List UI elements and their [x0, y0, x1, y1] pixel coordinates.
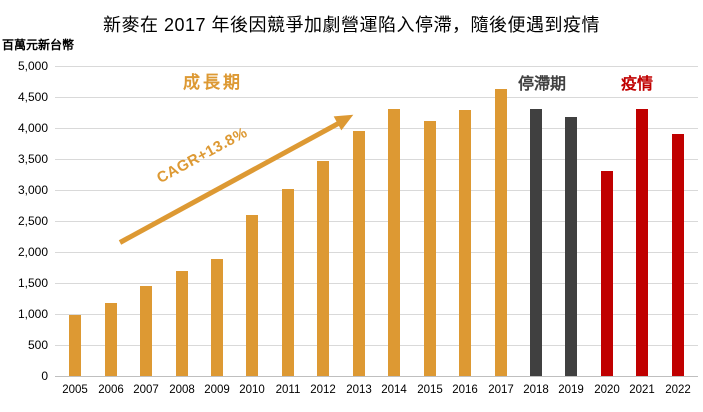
y-axis-label: 4,500 — [17, 90, 48, 104]
y-axis-unit-label: 百萬元新台幣 — [2, 38, 75, 52]
gridline — [55, 221, 698, 222]
x-axis-label: 2017 — [488, 384, 514, 396]
x-axis-label: 2013 — [346, 384, 372, 396]
y-axis-label: 1,500 — [17, 276, 48, 290]
y-axis-label: 2,000 — [17, 245, 48, 259]
bar-2018 — [530, 109, 542, 376]
x-axis-label: 2009 — [204, 384, 230, 396]
gridline — [55, 252, 698, 253]
phase-label-pandemic: 疫情 — [621, 76, 654, 93]
bar-2019 — [565, 117, 577, 376]
bar-2009 — [211, 259, 223, 376]
phase-label-stagnation: 停滯期 — [518, 76, 567, 93]
bar-2020 — [601, 171, 613, 376]
bar-2014 — [388, 109, 400, 376]
phase-label-growth: 成長期 — [183, 73, 243, 92]
y-axis-label: 5,000 — [17, 59, 48, 73]
bar-2010 — [246, 215, 258, 376]
x-axis-label: 2010 — [239, 384, 265, 396]
y-axis-label: 2,500 — [17, 214, 48, 228]
bar-2006 — [105, 303, 117, 376]
y-axis: 0 500 1,000 1,500 2,000 2,500 3,000 3,500 4,000 4… — [0, 59, 48, 383]
bar-2008 — [176, 271, 188, 376]
bar-2022 — [672, 134, 684, 376]
gridline — [55, 376, 698, 377]
gridline — [55, 283, 698, 284]
gridline — [55, 66, 698, 67]
bar-2005 — [69, 315, 81, 376]
bar-2007 — [140, 286, 152, 376]
bar-2016 — [459, 110, 471, 376]
y-axis-label: 1,000 — [17, 307, 48, 321]
y-axis-label: 3,500 — [17, 152, 48, 166]
y-axis-label: 4,000 — [17, 121, 48, 135]
gridline — [55, 314, 698, 315]
x-axis-label: 2005 — [62, 384, 88, 396]
x-axis-label: 2018 — [523, 384, 549, 396]
gridline — [55, 97, 698, 98]
x-axis-label: 2016 — [452, 384, 478, 396]
x-axis-label: 2021 — [629, 384, 655, 396]
x-axis-label: 2012 — [310, 384, 336, 396]
y-axis-label: 500 — [27, 338, 48, 352]
gridline — [55, 345, 698, 346]
x-axis-label: 2019 — [558, 384, 584, 396]
x-axis-label: 2014 — [381, 384, 407, 396]
bar-2015 — [424, 121, 436, 376]
bar-2013 — [353, 131, 365, 376]
y-axis-label: 0 — [41, 369, 48, 383]
plot-area: 2005 2006 2007 2008 2009 2010 2011 2012 2013 2014… — [55, 66, 698, 396]
bar-2017 — [495, 89, 507, 376]
gridline — [55, 128, 698, 129]
x-axis-label: 2015 — [417, 384, 443, 396]
y-axis-label: 3,000 — [17, 183, 48, 197]
gridline — [55, 159, 698, 160]
x-axis-label: 2022 — [665, 384, 691, 396]
bar-2012 — [317, 161, 329, 376]
chart-title: 新麥在 2017 年後因競爭加劇營運陷入停滯，隨後便遇到疫情 — [102, 15, 601, 35]
x-axis-label: 2011 — [275, 384, 301, 396]
x-axis-label: 2006 — [98, 384, 124, 396]
bar-2011 — [282, 189, 294, 376]
x-axis-label: 2007 — [133, 384, 159, 396]
x-axis-label: 2008 — [169, 384, 195, 396]
bar-2021 — [636, 109, 648, 376]
x-axis-label: 2020 — [594, 384, 620, 396]
gridline — [55, 190, 698, 191]
